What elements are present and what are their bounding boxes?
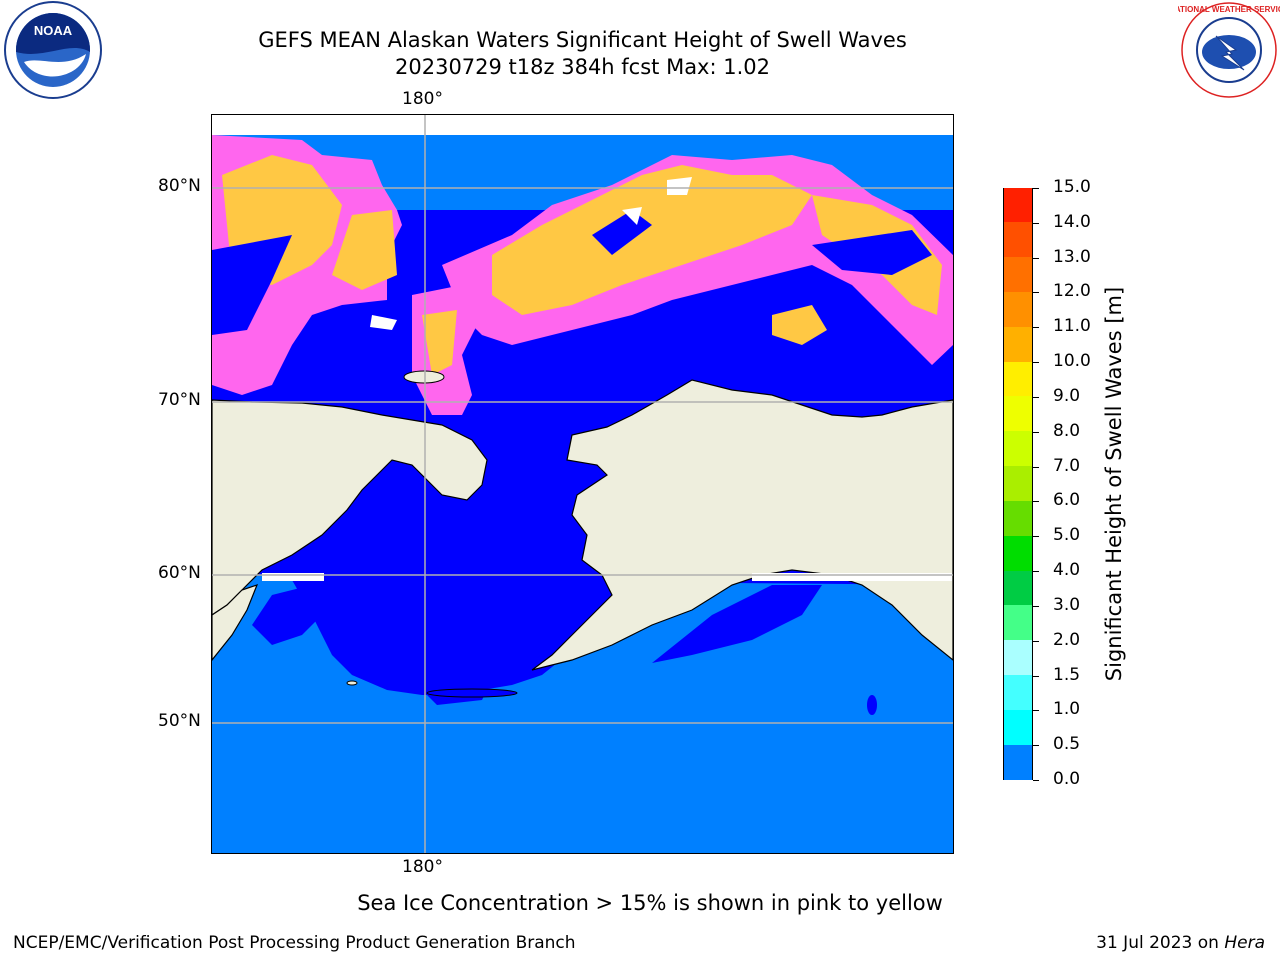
nodata-patch-1 <box>370 315 397 330</box>
colorbar-tick-mark <box>1033 780 1039 781</box>
noaa-logo-text: NOAA <box>34 23 73 38</box>
island-commander <box>346 680 358 686</box>
colorbar-tick-mark <box>1033 466 1039 468</box>
ice-gap-east <box>812 230 932 275</box>
colorbar-tick-label: 7.0 <box>1053 455 1081 476</box>
colorbar-band <box>1004 466 1032 502</box>
colorbar-tick-label: 3.0 <box>1053 594 1081 615</box>
colorbar-tick-label: 15.0 <box>1053 177 1091 197</box>
lon-tick-bottom: 180° <box>402 857 443 877</box>
aleutian-shelf-water <box>652 585 822 663</box>
footer-credit: NCEP/EMC/Verification Post Processing Pr… <box>13 933 576 953</box>
colorbar-band <box>1004 361 1032 397</box>
ice-arctic-yellow <box>492 165 812 315</box>
colorbar-tick-label: 0.5 <box>1053 734 1081 755</box>
colorbar-band <box>1004 640 1032 676</box>
colorbar-tick-label: 2.0 <box>1053 629 1081 650</box>
island-wrangel <box>403 370 445 384</box>
footer-date: 31 Jul 2023 on Hera <box>1096 933 1265 953</box>
nws-logo-text: NATIONAL WEATHER SERVICE <box>1178 5 1280 14</box>
map-svg <box>212 115 953 853</box>
colorbar-tick-label: 9.0 <box>1053 385 1081 406</box>
graticule <box>212 115 953 853</box>
sea-ice-caption: Sea Ice Concentration > 15% is shown in … <box>357 891 943 915</box>
colorbar-tick-mark <box>1033 222 1039 224</box>
colorbar-tick-mark <box>1033 640 1039 642</box>
colorbar-band <box>1004 291 1032 328</box>
colorbar-tick-mark <box>1033 431 1039 433</box>
colorbar-band <box>1004 605 1032 641</box>
colorbar-tick-label: 12.0 <box>1053 281 1091 302</box>
nws-logo: NATIONAL WEATHER SERVICE <box>1178 2 1280 98</box>
island-haida <box>867 695 877 715</box>
colorbar-tick-mark <box>1033 605 1039 607</box>
footer-date-text: 31 Jul 2023 on <box>1096 933 1225 953</box>
colorbar-tick-label: 14.0 <box>1053 211 1091 232</box>
colorbar-band <box>1004 187 1032 223</box>
colorbar-tick-mark <box>1033 396 1039 398</box>
colorbar-tick-mark <box>1033 501 1039 503</box>
kamchatka-shelf-water <box>252 585 332 645</box>
nodata-patch-3 <box>667 177 692 195</box>
colorbar-tick-mark <box>1033 710 1039 712</box>
land-siberia <box>212 399 488 616</box>
lat-tick-60: 60°N <box>158 563 201 583</box>
colorbar-band <box>1004 222 1032 258</box>
colorbar-band <box>1004 500 1032 537</box>
lat-tick-80: 80°N <box>158 176 201 196</box>
land-alaska <box>531 379 953 671</box>
lat-tick-50: 50°N <box>158 711 201 731</box>
chart-title: GEFS MEAN Alaskan Waters Significant Hei… <box>258 28 907 52</box>
colorbar-band <box>1004 535 1032 572</box>
colorbar-tick-label: 6.0 <box>1053 490 1081 511</box>
colorbar-tick-label: 1.5 <box>1053 664 1081 685</box>
colorbar-tick-mark <box>1033 536 1039 538</box>
colorbar-band <box>1004 257 1032 293</box>
land-kamchatka <box>212 584 259 661</box>
colorbar-tick-label: 1.0 <box>1053 699 1081 720</box>
noaa-logo: NOAA <box>4 1 102 99</box>
colorbar-band <box>1004 396 1032 432</box>
colorbar-band <box>1004 431 1032 467</box>
colorbar-tick-label: 10.0 <box>1053 351 1091 372</box>
colorbar-tick-mark <box>1033 327 1039 329</box>
ice-floe-yellow <box>772 305 827 345</box>
lon-tick-top: 180° <box>402 89 443 109</box>
nodata-strip-east <box>752 573 952 581</box>
colorbar-tick-mark <box>1033 188 1039 189</box>
top-nodata <box>212 115 953 135</box>
colorbar-band <box>1004 326 1032 363</box>
chart-subtitle: 20230729 t18z 384h fcst Max: 1.02 <box>395 55 770 79</box>
colorbar-tick-label: 0.0 <box>1053 769 1081 789</box>
colorbar-tick-mark <box>1033 571 1039 573</box>
nodata-strip-west <box>262 573 324 581</box>
footer-host: Hera <box>1224 933 1265 953</box>
colorbar-tick-mark <box>1033 257 1039 259</box>
colorbar-tick-mark <box>1033 292 1039 294</box>
map-panel <box>212 115 953 853</box>
colorbar-tick-label: 4.0 <box>1053 560 1081 581</box>
colorbar-tick-label: 13.0 <box>1053 246 1091 267</box>
island-aleutians <box>426 688 518 698</box>
map-border <box>211 114 954 854</box>
colorbar-band <box>1004 744 1032 780</box>
ice-gap-west <box>212 235 292 335</box>
colorbar-tick-mark <box>1033 675 1039 677</box>
colorbar-tick-label: 8.0 <box>1053 420 1081 441</box>
colorbar-band <box>1004 675 1032 711</box>
colorbar <box>1003 187 1033 780</box>
colorbar-band <box>1004 709 1032 746</box>
colorbar-tick-label: 5.0 <box>1053 525 1081 546</box>
colorbar-band <box>1004 570 1032 606</box>
colorbar-tick-mark <box>1033 362 1039 364</box>
colorbar-tick-label: 11.0 <box>1053 316 1091 337</box>
colorbar-label: Significant Height of Swell Waves [m] <box>1102 286 1126 682</box>
ice-west-yellow-2 <box>332 210 397 290</box>
lat-tick-70: 70°N <box>158 390 201 410</box>
nodata-patch-2 <box>622 207 642 225</box>
ice-chukchi-yellow <box>422 310 457 375</box>
colorbar-tick-mark <box>1033 745 1039 747</box>
